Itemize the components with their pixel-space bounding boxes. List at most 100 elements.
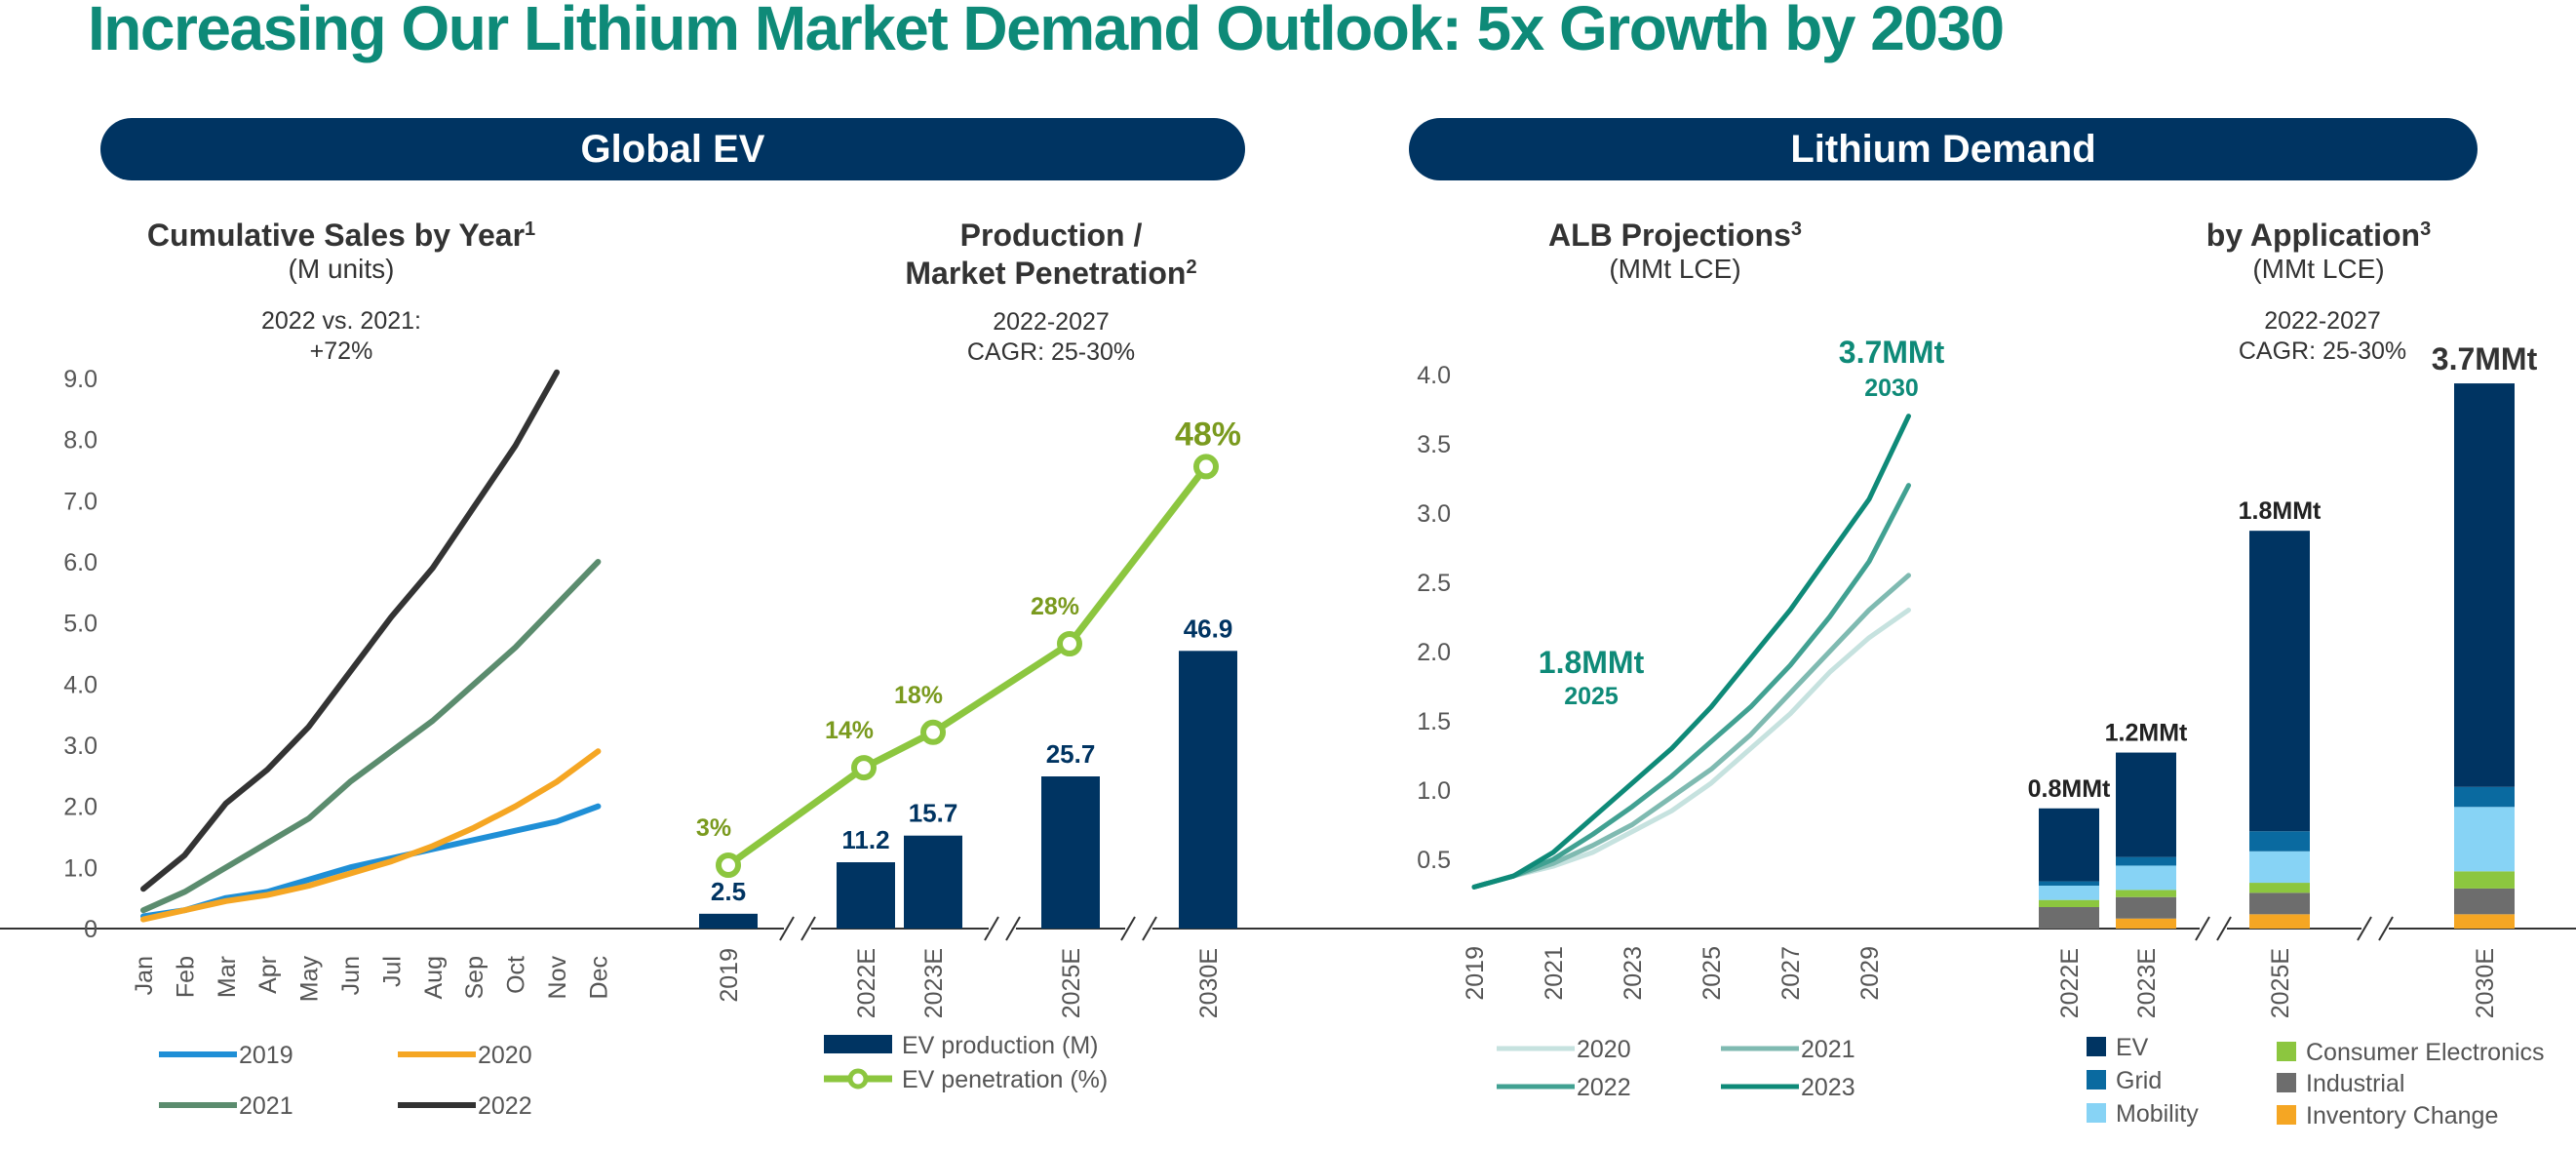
cumulative-yoy-value: +72%: [310, 337, 373, 365]
application-bar-2030E-ev: [2454, 383, 2515, 787]
alb-chart-title: ALB Projections3: [1548, 218, 1802, 253]
penetration-label-2022E: 14%: [825, 717, 874, 744]
alb-y-tick: 1.5: [1417, 708, 1451, 735]
penetration-label-2023E: 18%: [894, 682, 943, 709]
application-bar-2030E-mobility: [2454, 807, 2515, 872]
application-legend-swatch-grid: [2087, 1070, 2106, 1090]
application-legend-label-mobility: Mobility: [2116, 1100, 2199, 1128]
application-bar-2030E-consumer-electronics: [2454, 871, 2515, 889]
production-bar-2030E: [1179, 651, 1237, 929]
cumulative-series-2022: [140, 369, 560, 892]
cumulative-y-tick: 0: [84, 916, 98, 943]
production-bar-2022E: [837, 862, 895, 929]
application-x-tick: 2025E: [2267, 948, 2294, 1018]
production-chart-title-line1: Production /: [960, 218, 1143, 253]
cumulative-legend-label-2019: 2019: [239, 1042, 293, 1069]
application-bar-2025E-inventory-change: [2249, 914, 2310, 929]
cumulative-x-tick: Feb: [172, 956, 199, 998]
cumulative-y-tick: 5.0: [63, 611, 98, 638]
alb-y-tick: 4.0: [1417, 362, 1451, 389]
application-axis-break-1-slash-b: [2378, 916, 2394, 941]
cumulative-y-tick: 3.0: [63, 733, 98, 760]
penetration-legend-label: EV penetration (%): [902, 1066, 1108, 1093]
application-bar-2023E-consumer-electronics: [2116, 890, 2176, 897]
production-bar-2019: [699, 913, 758, 929]
application-bar-2023E-industrial: [2116, 896, 2176, 919]
application-bar-2023E-grid: [2116, 856, 2176, 866]
penetration-marker-2022E: [851, 755, 877, 781]
production-bar-label-2030E: 46.9: [1184, 614, 1233, 643]
application-bar-2030E-inventory-change: [2454, 914, 2515, 929]
alb-legend-label-2023: 2023: [1801, 1074, 1855, 1101]
application-bar-2022E-consumer-electronics: [2039, 899, 2099, 907]
application-total-2023E: 1.2MMt: [2105, 720, 2188, 747]
alb-annotation-2025-year: 2025: [1564, 683, 1619, 710]
alb-y-tick: 2.5: [1417, 570, 1451, 597]
production-legend-label: EV production (M): [902, 1032, 1098, 1059]
production-x-tick: 2022E: [853, 948, 880, 1018]
application-bar-2022E-mobility: [2039, 885, 2099, 900]
alb-chart-subtitle: (MMt LCE): [1609, 254, 1740, 284]
alb-y-tick: 2.0: [1417, 639, 1451, 666]
application-bar-2025E-ev: [2249, 531, 2310, 832]
production-chart-title-line2-footnote: 2: [1186, 257, 1196, 278]
cumulative-y-tick: 9.0: [63, 366, 98, 393]
alb-annotation-2030-value: 3.7MMt: [1839, 335, 1945, 370]
alb-y-tick: 0.5: [1417, 847, 1451, 874]
production-axis-break-0-slash-a: [779, 916, 795, 941]
application-bar-2023E-mobility: [2116, 865, 2176, 891]
penetration-label-2019: 3%: [696, 814, 731, 842]
production-legend-swatch: [824, 1035, 892, 1053]
cumulative-x-tick: Oct: [503, 956, 530, 994]
cumulative-x-tick: Sep: [461, 956, 488, 999]
cumulative-y-tick: 6.0: [63, 549, 98, 576]
alb-y-tick: 3.5: [1417, 431, 1451, 458]
cumulative-y-tick: 1.0: [63, 854, 98, 882]
application-legend-swatch-ev: [2087, 1037, 2106, 1056]
production-bar-label-2022E: 11.2: [841, 825, 889, 854]
alb-x-tick: 2029: [1856, 946, 1884, 1001]
alb-x-tick: 2023: [1620, 946, 1647, 1001]
alb-series-2023: [1471, 414, 1911, 890]
alb-chart-title-footnote: 3: [1791, 218, 1802, 240]
application-bar-2025E-consumer-electronics: [2249, 883, 2310, 893]
cumulative-legend-label-2022: 2022: [478, 1092, 532, 1120]
application-total-2022E: 0.8MMt: [2028, 775, 2111, 803]
application-bar-2023E-ev: [2116, 752, 2176, 857]
production-axis-break-0-slash-b: [800, 916, 816, 941]
banner-lithium-demand: Lithium Demand: [1409, 118, 2478, 180]
application-axis-break-1-slash-a: [2357, 916, 2372, 941]
application-axis-break-0-slash-a: [2195, 916, 2210, 941]
cumulative-x-tick: Dec: [585, 956, 612, 999]
application-axis-break-0-slash-b: [2216, 916, 2232, 941]
application-bar-2025E-mobility: [2249, 851, 2310, 884]
application-chart-title-footnote: 3: [2420, 218, 2431, 240]
penetration-legend-marker: [847, 1068, 869, 1090]
application-bar-2023E-inventory-change: [2116, 918, 2176, 929]
cumulative-y-tick: 4.0: [63, 671, 98, 698]
application-x-tick: 2030E: [2472, 948, 2499, 1018]
cumulative-yoy-label: 2022 vs. 2021:: [261, 307, 421, 335]
production-axis-break-2-slash-a: [1120, 916, 1136, 941]
alb-y-tick: 1.0: [1417, 777, 1451, 805]
application-cagr-period: 2022-2027: [2264, 307, 2381, 335]
production-axis-break-1-gap: [989, 919, 1016, 938]
production-bar-2023E: [904, 835, 962, 929]
production-axis-break-2-slash-b: [1142, 916, 1157, 941]
alb-annotation-2025-value: 1.8MMt: [1539, 645, 1645, 680]
alb-x-tick: 2027: [1777, 946, 1805, 1001]
application-legend-label-grid: Grid: [2116, 1067, 2162, 1094]
cumulative-x-tick: Apr: [254, 956, 282, 994]
production-x-tick: 2025E: [1058, 948, 1085, 1018]
application-legend-label-industrial: Industrial: [2306, 1070, 2404, 1097]
penetration-marker-2030E: [1193, 454, 1219, 480]
cumulative-x-tick: Jun: [337, 956, 365, 995]
production-bar-2025E: [1041, 776, 1100, 929]
production-axis-break-2-gap: [1125, 919, 1152, 938]
alb-series-2022: [1471, 483, 1911, 890]
application-cagr-value: CAGR: 25-30%: [2239, 337, 2406, 365]
application-legend-swatch-industrial: [2277, 1073, 2296, 1092]
cumulative-y-tick: 7.0: [63, 488, 98, 515]
application-bar-2030E-grid: [2454, 786, 2515, 808]
production-bar-label-2025E: 25.7: [1046, 739, 1096, 769]
